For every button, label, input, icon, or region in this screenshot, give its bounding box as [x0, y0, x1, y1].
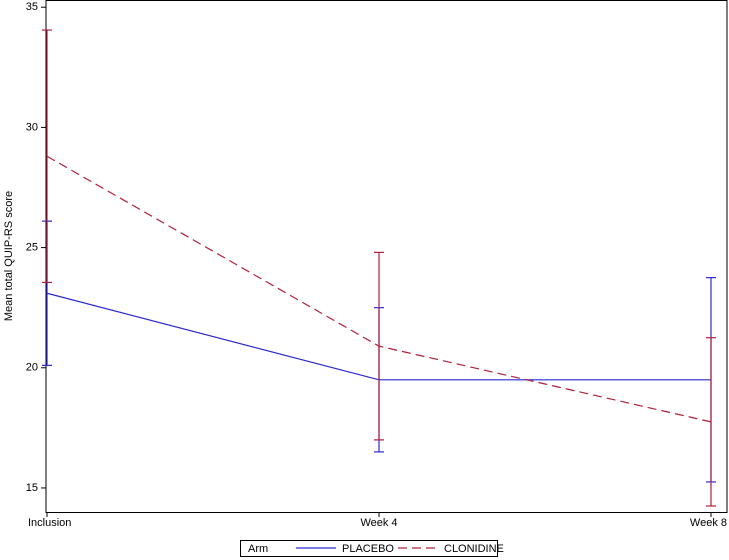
- x-tick-label: Week 8: [690, 517, 727, 529]
- legend-label: PLACEBO: [342, 543, 394, 555]
- legend-label: CLONIDINE: [444, 543, 504, 555]
- y-tick-label: 35: [26, 1, 38, 13]
- plot-frame: [45, 0, 728, 513]
- y-tick-label: 15: [26, 482, 38, 494]
- y-tick-label: 20: [26, 362, 38, 374]
- legend-box: [240, 540, 498, 557]
- x-tick-label: Week 4: [360, 517, 397, 529]
- x-tick-label: Inclusion: [28, 517, 71, 529]
- y-axis-label: Mean total QUIP-RS score: [3, 191, 15, 321]
- y-tick-label: 25: [26, 241, 38, 253]
- y-tick-label: 30: [26, 121, 38, 133]
- legend-title: Arm: [248, 543, 268, 555]
